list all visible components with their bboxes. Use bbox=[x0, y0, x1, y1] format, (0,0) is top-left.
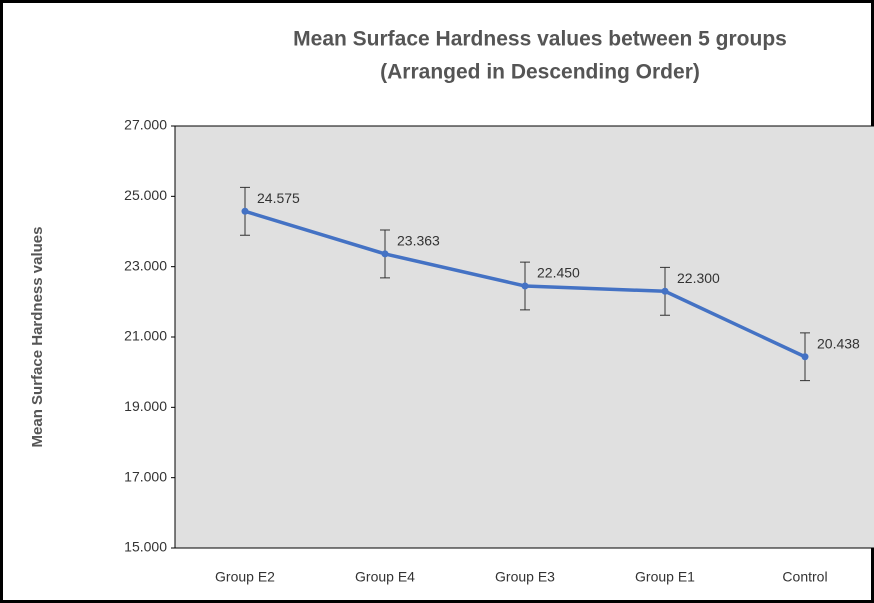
x-tick-label: Group E2 bbox=[215, 569, 275, 585]
data-label: 22.450 bbox=[537, 265, 580, 281]
y-tick-label: 27.000 bbox=[124, 117, 167, 133]
plot-area bbox=[174, 125, 874, 549]
point bbox=[661, 287, 669, 295]
point bbox=[521, 282, 529, 290]
point bbox=[801, 353, 809, 361]
chart-title: Mean Surface Hardness values between 5 g… bbox=[293, 28, 787, 51]
y-tick-label: 23.000 bbox=[124, 257, 167, 273]
chart-subtitle: (Arranged in Descending Order) bbox=[380, 61, 700, 84]
data-label: 22.300 bbox=[677, 270, 720, 286]
x-tick-label: Group E4 bbox=[355, 569, 415, 585]
x-tick-label: Group E1 bbox=[635, 569, 695, 585]
y-axis-title: Mean Surface Hardness values bbox=[29, 227, 46, 448]
data-label: 24.575 bbox=[257, 190, 300, 206]
point bbox=[381, 250, 389, 258]
x-tick-label: Control bbox=[782, 569, 827, 585]
data-label: 23.363 bbox=[397, 233, 440, 249]
data-label: 20.438 bbox=[817, 335, 860, 351]
point bbox=[241, 207, 249, 215]
y-tick-label: 25.000 bbox=[124, 187, 167, 203]
x-tick-label: Group E3 bbox=[495, 569, 555, 585]
y-tick-label: 17.000 bbox=[124, 468, 167, 484]
y-tick-label: 15.000 bbox=[124, 539, 167, 555]
y-tick-label: 19.000 bbox=[124, 398, 167, 414]
y-tick-label: 21.000 bbox=[124, 328, 167, 344]
